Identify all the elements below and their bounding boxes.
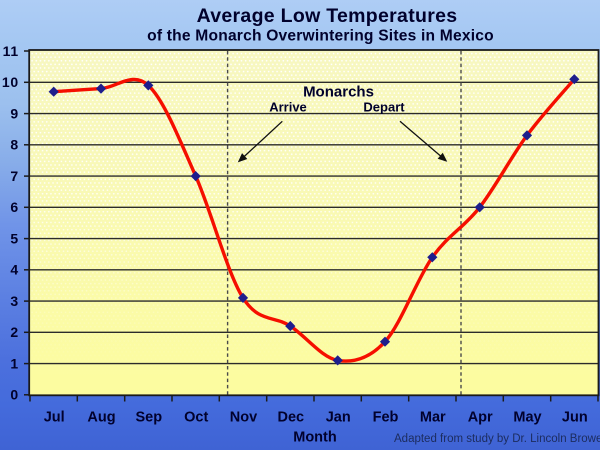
svg-text:Month: Month bbox=[293, 430, 336, 446]
svg-text:10: 10 bbox=[2, 74, 19, 90]
svg-text:Feb: Feb bbox=[373, 410, 399, 426]
svg-text:Sep: Sep bbox=[136, 410, 163, 426]
svg-text:Nov: Nov bbox=[230, 410, 257, 426]
svg-text:4: 4 bbox=[10, 262, 19, 278]
svg-text:Depart: Depart bbox=[363, 100, 405, 115]
svg-text:Apr: Apr bbox=[468, 410, 493, 426]
svg-text:of the Monarch Overwintering S: of the Monarch Overwintering Sites in Me… bbox=[147, 28, 494, 45]
svg-text:Jul: Jul bbox=[44, 410, 65, 426]
svg-text:8: 8 bbox=[10, 137, 19, 153]
svg-text:3: 3 bbox=[10, 293, 19, 309]
svg-text:Adapted from study by Dr. Linc: Adapted from study by Dr. Lincoln Brower bbox=[394, 433, 600, 445]
svg-text:6: 6 bbox=[10, 199, 19, 215]
svg-text:9: 9 bbox=[10, 105, 19, 121]
svg-text:Arrive: Arrive bbox=[269, 100, 307, 115]
svg-text:0: 0 bbox=[10, 387, 19, 403]
svg-text:Monarchs: Monarchs bbox=[303, 84, 374, 101]
svg-text:11: 11 bbox=[3, 43, 19, 59]
svg-text:Mar: Mar bbox=[420, 410, 446, 426]
svg-text:Jun: Jun bbox=[562, 410, 588, 426]
svg-text:1: 1 bbox=[10, 355, 19, 371]
svg-text:5: 5 bbox=[10, 230, 19, 246]
svg-text:7: 7 bbox=[10, 168, 19, 184]
svg-text:May: May bbox=[513, 410, 541, 426]
svg-text:Aug: Aug bbox=[87, 410, 115, 426]
svg-text:Jan: Jan bbox=[326, 410, 351, 426]
svg-text:2: 2 bbox=[10, 324, 19, 340]
svg-text:Oct: Oct bbox=[184, 410, 208, 426]
svg-text:Average Low Temperatures: Average Low Temperatures bbox=[197, 5, 458, 27]
svg-text:Dec: Dec bbox=[277, 410, 304, 426]
